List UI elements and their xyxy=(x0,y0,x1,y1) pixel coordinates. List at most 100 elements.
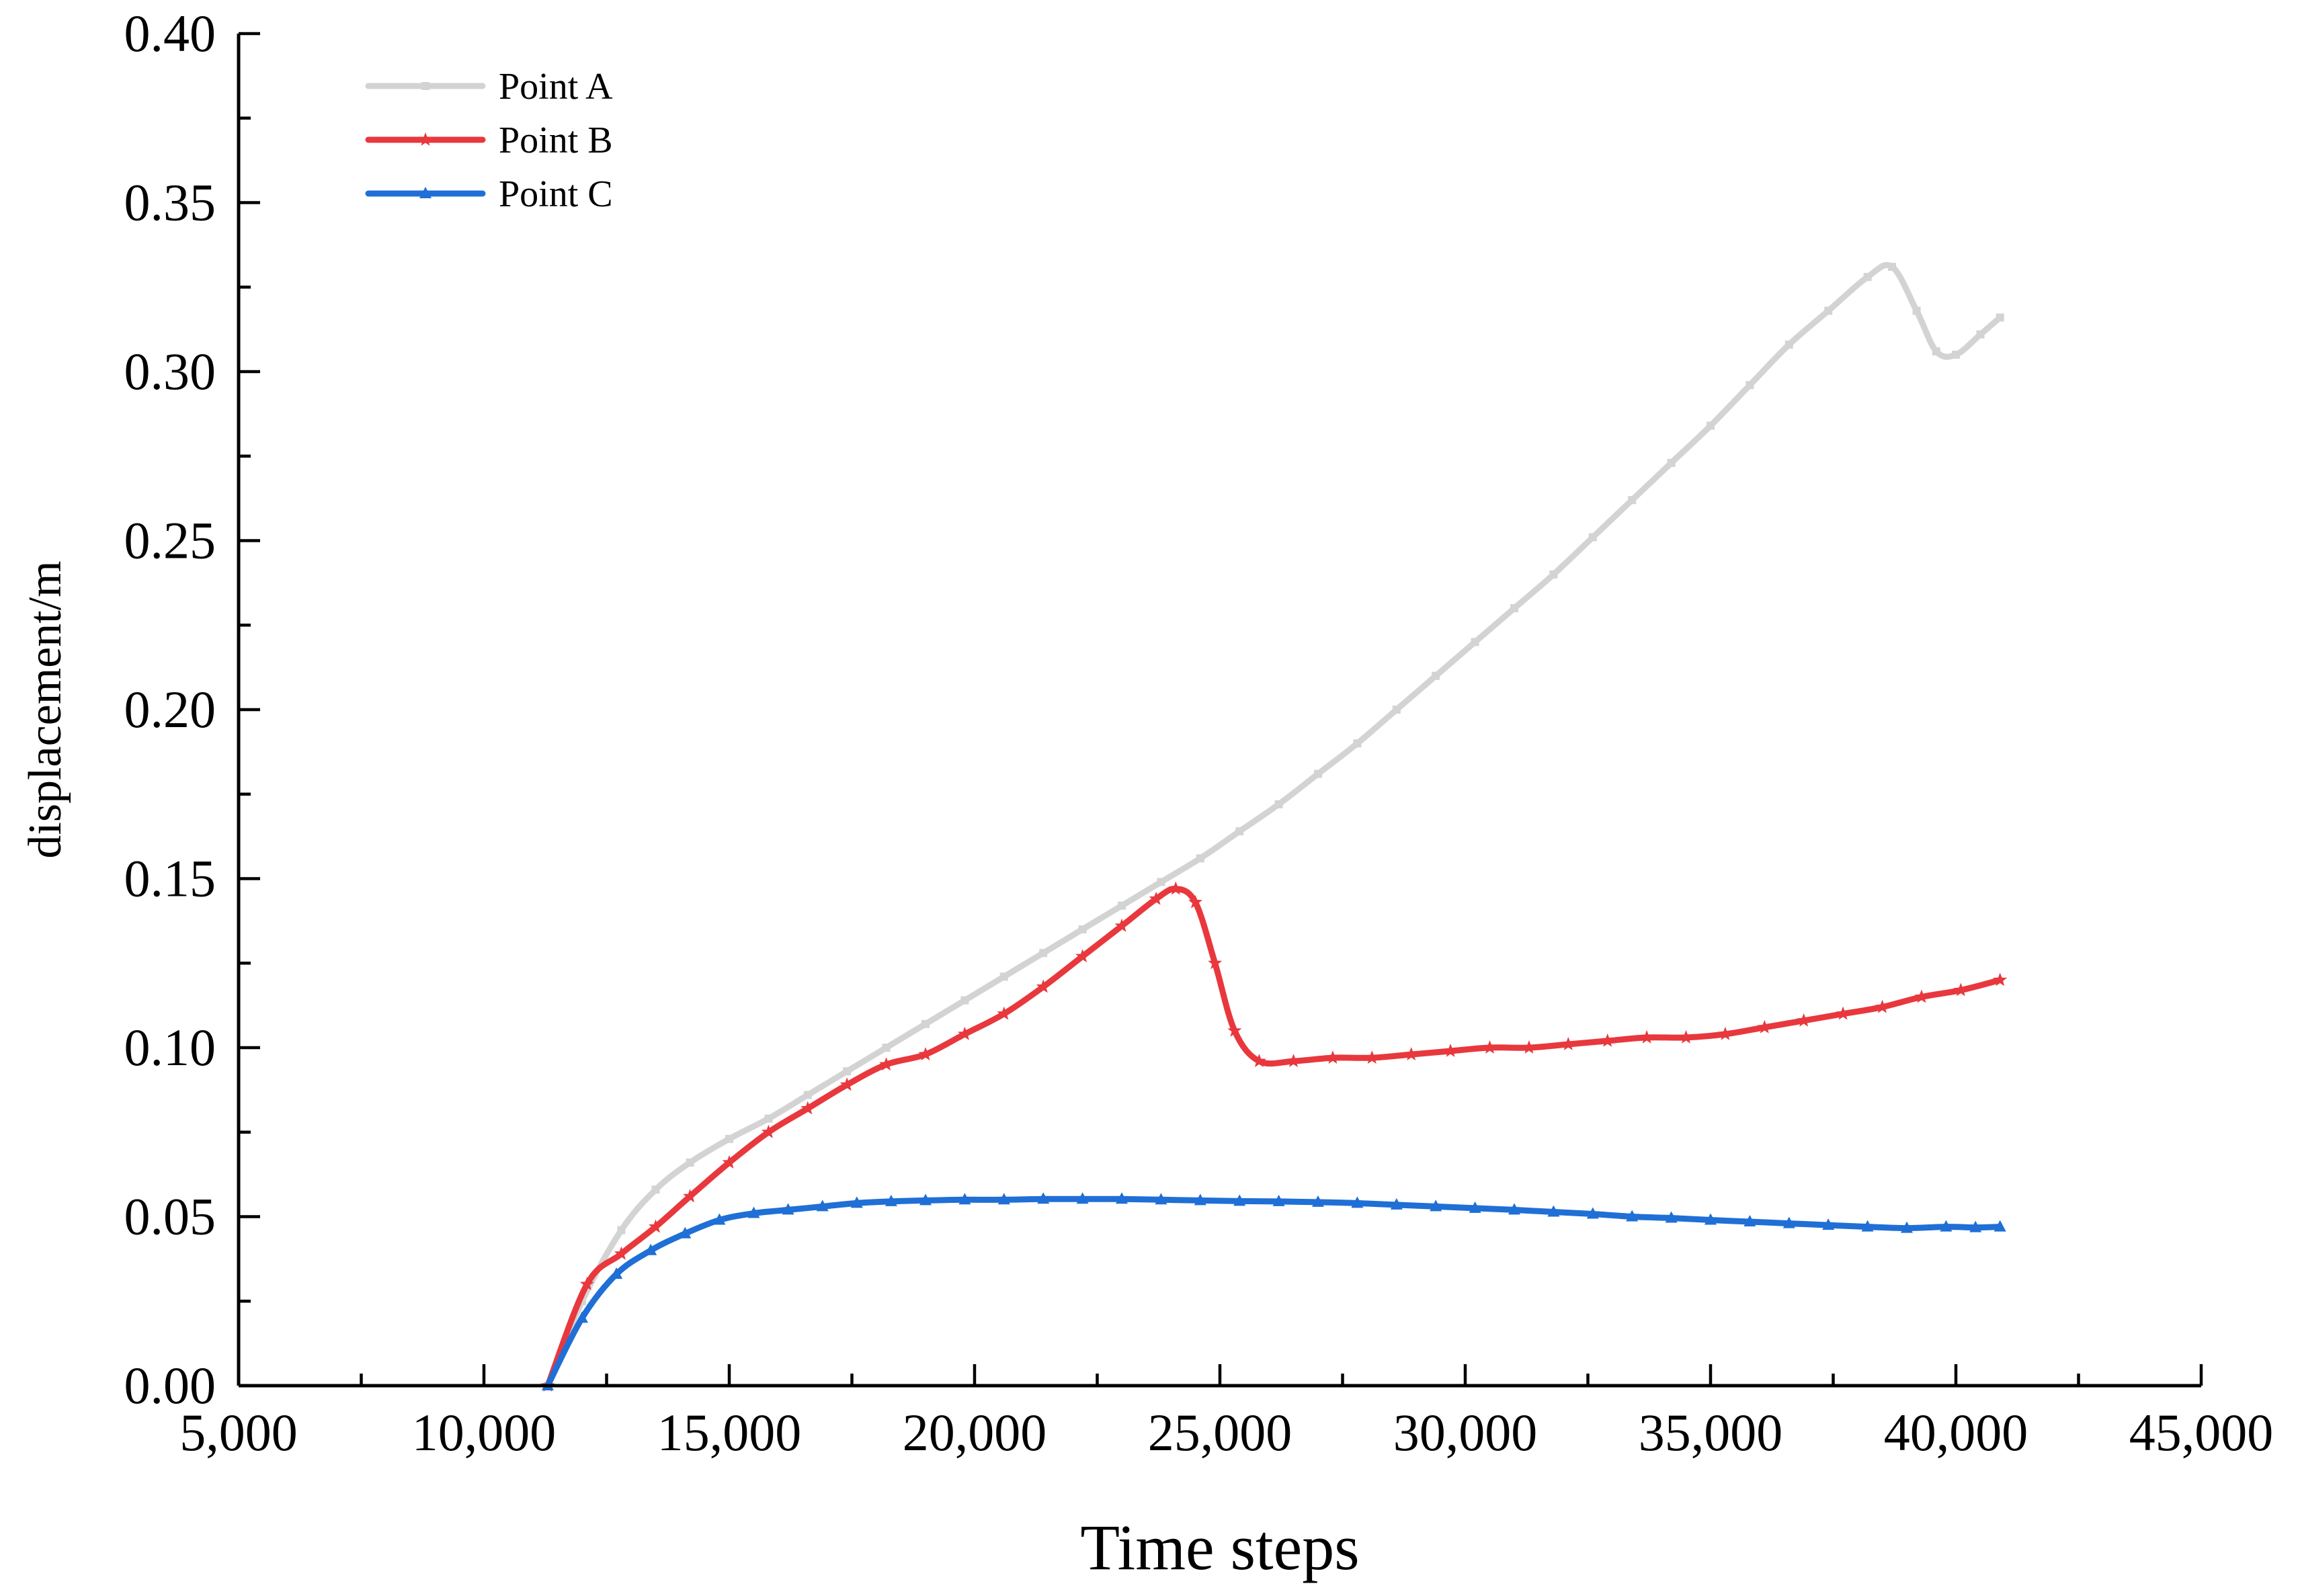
y-tick-label: 0.05 xyxy=(124,1187,216,1246)
data-point xyxy=(921,1019,930,1028)
legend: Point A Point B Point C xyxy=(365,66,613,215)
data-point xyxy=(1227,1023,1242,1037)
data-point xyxy=(1996,313,2004,322)
data-point xyxy=(1272,1194,1285,1206)
data-point xyxy=(882,1044,891,1052)
data-point xyxy=(1797,1013,1811,1027)
data-point xyxy=(1718,1026,1733,1040)
data-point xyxy=(1039,949,1048,958)
series-point-b xyxy=(540,881,2008,1392)
data-point xyxy=(1522,1040,1536,1054)
data-point xyxy=(1912,306,1921,315)
data-point xyxy=(761,1124,776,1138)
y-tick-label: 0.40 xyxy=(124,4,216,62)
data-point xyxy=(1274,800,1283,808)
x-tick-label: 5,000 xyxy=(179,1403,298,1462)
series-point-c xyxy=(541,1192,2006,1390)
x-tick-label: 15,000 xyxy=(657,1403,802,1462)
data-point xyxy=(1430,1200,1442,1212)
data-point xyxy=(1471,638,1479,646)
x-axis-title: Time steps xyxy=(1080,1511,1359,1583)
y-axis-title: displacement/m xyxy=(19,560,71,858)
data-point xyxy=(1665,1211,1678,1223)
data-point xyxy=(1036,979,1051,993)
data-point xyxy=(725,1134,733,1143)
data-point xyxy=(617,1226,626,1234)
data-point xyxy=(1233,1194,1246,1206)
legend-item: Point A xyxy=(365,66,613,108)
data-point xyxy=(1561,1037,1575,1050)
data-point xyxy=(1667,458,1676,467)
data-point xyxy=(1969,1220,1982,1232)
data-point xyxy=(1432,671,1440,680)
data-point xyxy=(1976,330,1985,339)
series-line xyxy=(544,261,2004,1389)
data-point xyxy=(1953,982,1968,997)
data-point xyxy=(919,1193,932,1206)
legend-marker xyxy=(421,82,429,90)
data-point xyxy=(1312,1195,1324,1207)
data-point xyxy=(1588,533,1597,542)
data-point xyxy=(1286,1054,1301,1067)
data-point xyxy=(686,1159,694,1167)
y-tick-label: 0.00 xyxy=(124,1356,216,1415)
data-point xyxy=(1325,1050,1340,1064)
data-point xyxy=(885,1194,897,1206)
y-tick-label: 0.25 xyxy=(124,511,216,570)
data-point xyxy=(1037,1192,1050,1204)
data-point xyxy=(764,1114,773,1123)
data-point xyxy=(747,1206,760,1218)
data-point xyxy=(1705,1213,1717,1225)
y-tick-label: 0.10 xyxy=(124,1018,216,1077)
data-point xyxy=(1469,1201,1481,1213)
data-point xyxy=(614,1246,628,1260)
data-point xyxy=(839,1077,854,1091)
data-point xyxy=(816,1200,829,1212)
data-point xyxy=(1508,1203,1520,1215)
data-point xyxy=(850,1196,863,1208)
data-point xyxy=(1118,901,1126,910)
data-point xyxy=(1626,1210,1639,1222)
legend-marker xyxy=(418,132,433,146)
data-point xyxy=(1351,1196,1364,1208)
y-tick-label: 0.30 xyxy=(124,342,216,401)
data-point xyxy=(1600,1033,1615,1047)
data-point xyxy=(843,1067,852,1076)
y-tick-label: 0.15 xyxy=(124,849,216,908)
data-point xyxy=(1549,570,1558,579)
data-point xyxy=(1364,1050,1379,1064)
data-point xyxy=(1157,878,1165,886)
data-point xyxy=(1639,1030,1654,1044)
data-point xyxy=(1196,854,1204,863)
data-point xyxy=(1208,956,1223,970)
data-point xyxy=(1952,350,1960,359)
data-point xyxy=(1168,881,1183,895)
data-point xyxy=(722,1155,737,1169)
data-point xyxy=(1782,1216,1795,1228)
data-point xyxy=(1075,949,1090,963)
data-point xyxy=(1155,1193,1167,1205)
legend-label: Point A xyxy=(499,66,613,108)
legend-marker xyxy=(419,187,432,198)
data-point xyxy=(1390,1198,1403,1210)
data-point xyxy=(1940,1220,1953,1232)
data-point xyxy=(1888,263,1897,271)
legend-label: Point B xyxy=(499,120,613,161)
data-point xyxy=(1836,1006,1850,1020)
data-point xyxy=(1194,1193,1206,1206)
data-point xyxy=(1235,827,1244,836)
data-point xyxy=(1586,1207,1599,1219)
data-point xyxy=(1994,1220,2006,1232)
data-point xyxy=(713,1213,726,1225)
data-point xyxy=(576,1311,588,1323)
data-point xyxy=(1188,894,1202,909)
data-point xyxy=(1114,918,1129,932)
data-point xyxy=(1745,381,1754,390)
data-point xyxy=(782,1203,794,1215)
data-point xyxy=(1353,739,1362,748)
y-ticks: 0.00 0.05 0.10 0.15 0.20 0.25 0.30 0.35 0.40 xyxy=(124,4,260,1415)
x-tick-label: 45,000 xyxy=(2129,1403,2274,1462)
data-point xyxy=(958,1193,971,1205)
data-point xyxy=(1863,273,1872,282)
